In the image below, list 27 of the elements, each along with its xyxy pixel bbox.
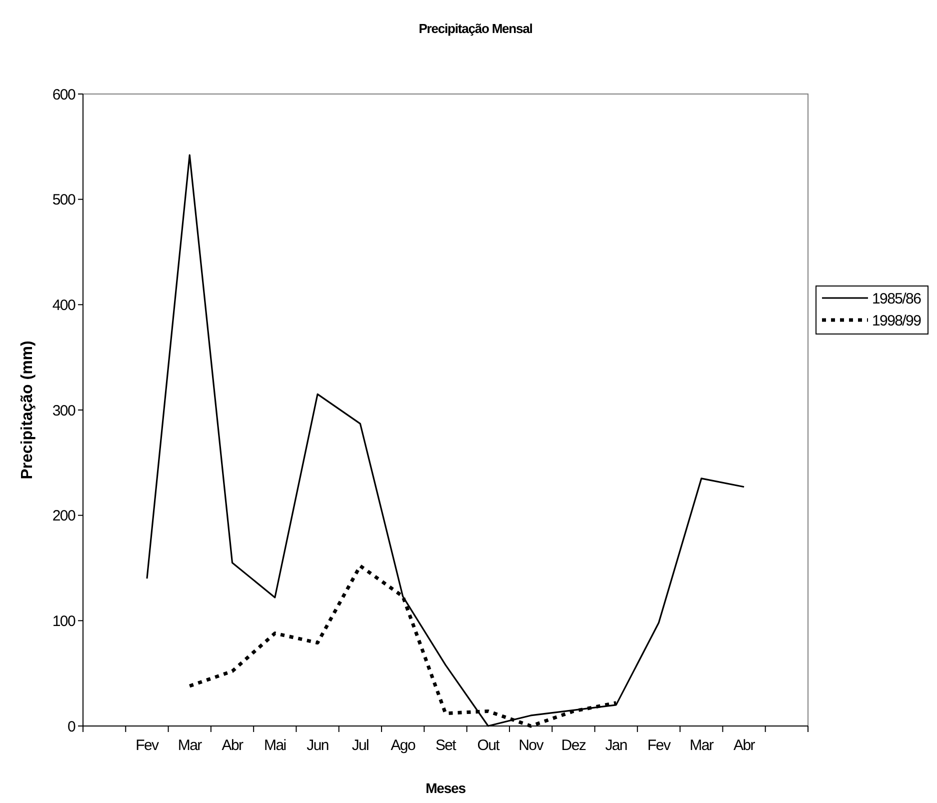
x-tick-label: Abr <box>734 737 756 754</box>
x-axis-title: Meses <box>426 780 466 796</box>
x-tick-label: Jan <box>605 737 628 754</box>
y-tick-label: 0 <box>67 718 76 736</box>
y-axis-title: Precipitação (mm) <box>19 340 36 480</box>
x-tick-label: Mar <box>690 737 714 754</box>
y-tick-label: 200 <box>52 508 76 525</box>
x-tick-label: Out <box>477 737 501 754</box>
x-tick-label: Mai <box>264 737 286 754</box>
x-tick-label: Abr <box>222 737 244 754</box>
x-tick-label: Mar <box>178 737 202 754</box>
legend-label: 1998/99 <box>872 312 922 330</box>
x-tick-label: Set <box>435 737 458 754</box>
x-tick-label: Ago <box>390 737 416 754</box>
x-tick-label: Nov <box>518 737 544 754</box>
y-tick-label: 400 <box>52 296 76 314</box>
legend-label: 1985/86 <box>872 290 922 308</box>
y-tick-label: 300 <box>52 402 76 420</box>
x-tick-label: Jul <box>352 737 370 754</box>
x-tick-label: Dez <box>561 737 586 754</box>
y-tick-label: 500 <box>52 192 76 209</box>
x-tick-label: Fev <box>136 737 160 754</box>
y-tick-label: 600 <box>52 86 76 104</box>
x-tick-label: Jun <box>306 737 329 754</box>
chart-title: Precipitação Mensal <box>418 21 532 36</box>
y-tick-label: 100 <box>52 612 76 630</box>
x-tick-label: Fev <box>647 737 672 754</box>
